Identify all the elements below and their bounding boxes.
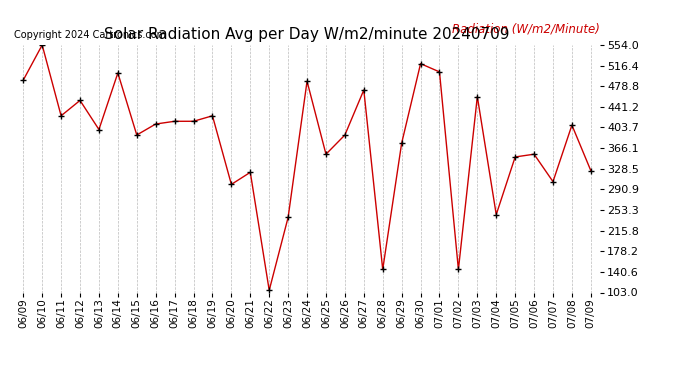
Title: Solar Radiation Avg per Day W/m2/minute 20240709: Solar Radiation Avg per Day W/m2/minute … [104, 27, 510, 42]
Text: Copyright 2024 Cartronics.com: Copyright 2024 Cartronics.com [14, 30, 166, 40]
Text: Radiation (W/m2/Minute): Radiation (W/m2/Minute) [453, 22, 600, 35]
